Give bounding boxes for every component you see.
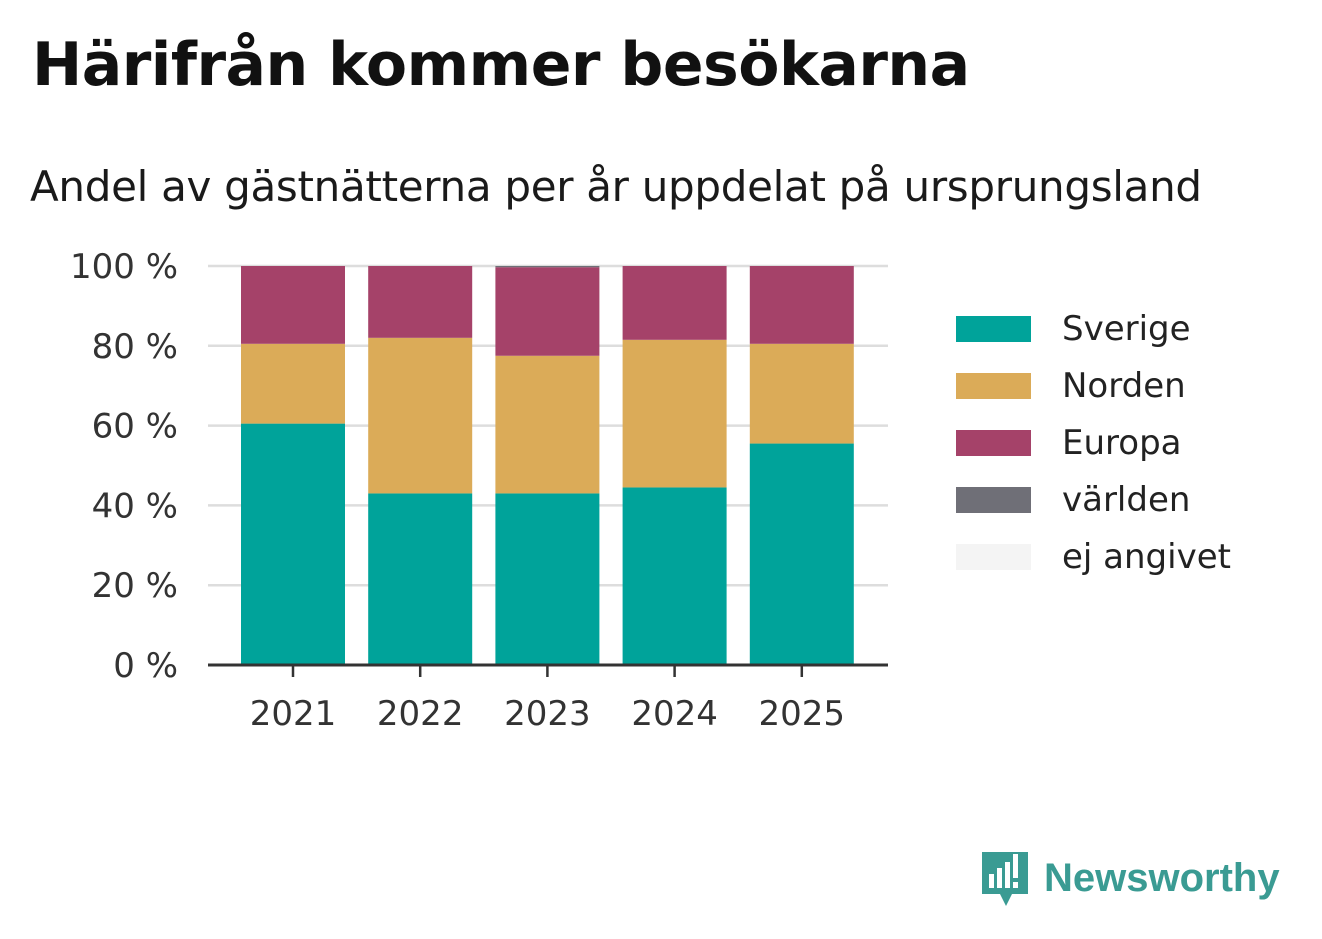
legend-label: Europa (1062, 422, 1182, 463)
y-tick-label: 0 % (113, 646, 178, 686)
chart-subtitle: Andel av gästnätterna per år uppdelat på… (30, 162, 1202, 211)
bar-segment (622, 487, 727, 665)
x-tick-label: 2022 (377, 694, 464, 734)
bar-segment (495, 266, 600, 268)
y-tick-label: 20 % (92, 566, 178, 606)
bar-segment (368, 493, 473, 665)
bar-segment (241, 266, 345, 344)
legend-item: Norden (956, 357, 1231, 414)
brand-name: Newsworthy (1044, 855, 1280, 900)
bar-segment (241, 343, 345, 424)
legend-label: världen (1062, 479, 1191, 520)
y-tick-label: 60 % (92, 407, 178, 447)
bar-segment (495, 355, 600, 494)
brand-logo: Newsworthy (980, 848, 1280, 908)
x-tick-label: 2021 (250, 694, 337, 734)
bar-segment (749, 343, 854, 444)
legend-item: Sverige (956, 300, 1231, 357)
legend-swatch (956, 372, 1031, 399)
legend-item: världen (956, 471, 1231, 528)
bar-segment (241, 423, 345, 665)
newsworthy-logo-icon (982, 852, 1028, 906)
y-tick-label: 100 % (70, 247, 178, 287)
legend-swatch (956, 315, 1031, 342)
x-tick-label: 2023 (504, 694, 591, 734)
bar-segment (622, 266, 727, 340)
chart-legend: Sverige Norden Europa världen ej angivet (956, 300, 1231, 585)
legend-swatch (956, 429, 1031, 456)
x-tick-label: 2024 (631, 694, 718, 734)
legend-label: Norden (1062, 365, 1186, 406)
bar-segment (368, 266, 473, 338)
y-tick-label: 40 % (92, 486, 178, 526)
bar-segment (749, 266, 854, 344)
bar-segment (495, 267, 600, 356)
legend-swatch (956, 543, 1031, 570)
bar-segment (749, 443, 854, 665)
legend-label: ej angivet (1062, 536, 1231, 577)
bar-segment (495, 493, 600, 665)
legend-item: Europa (956, 414, 1231, 471)
y-tick-label: 80 % (92, 327, 178, 367)
chart-title: Härifrån kommer besökarna (32, 30, 970, 100)
bar-segment (622, 339, 727, 488)
legend-item: ej angivet (956, 528, 1231, 585)
legend-swatch (956, 486, 1031, 513)
x-tick-label: 2025 (759, 694, 846, 734)
legend-label: Sverige (1062, 308, 1191, 349)
bar-segment (368, 337, 473, 494)
